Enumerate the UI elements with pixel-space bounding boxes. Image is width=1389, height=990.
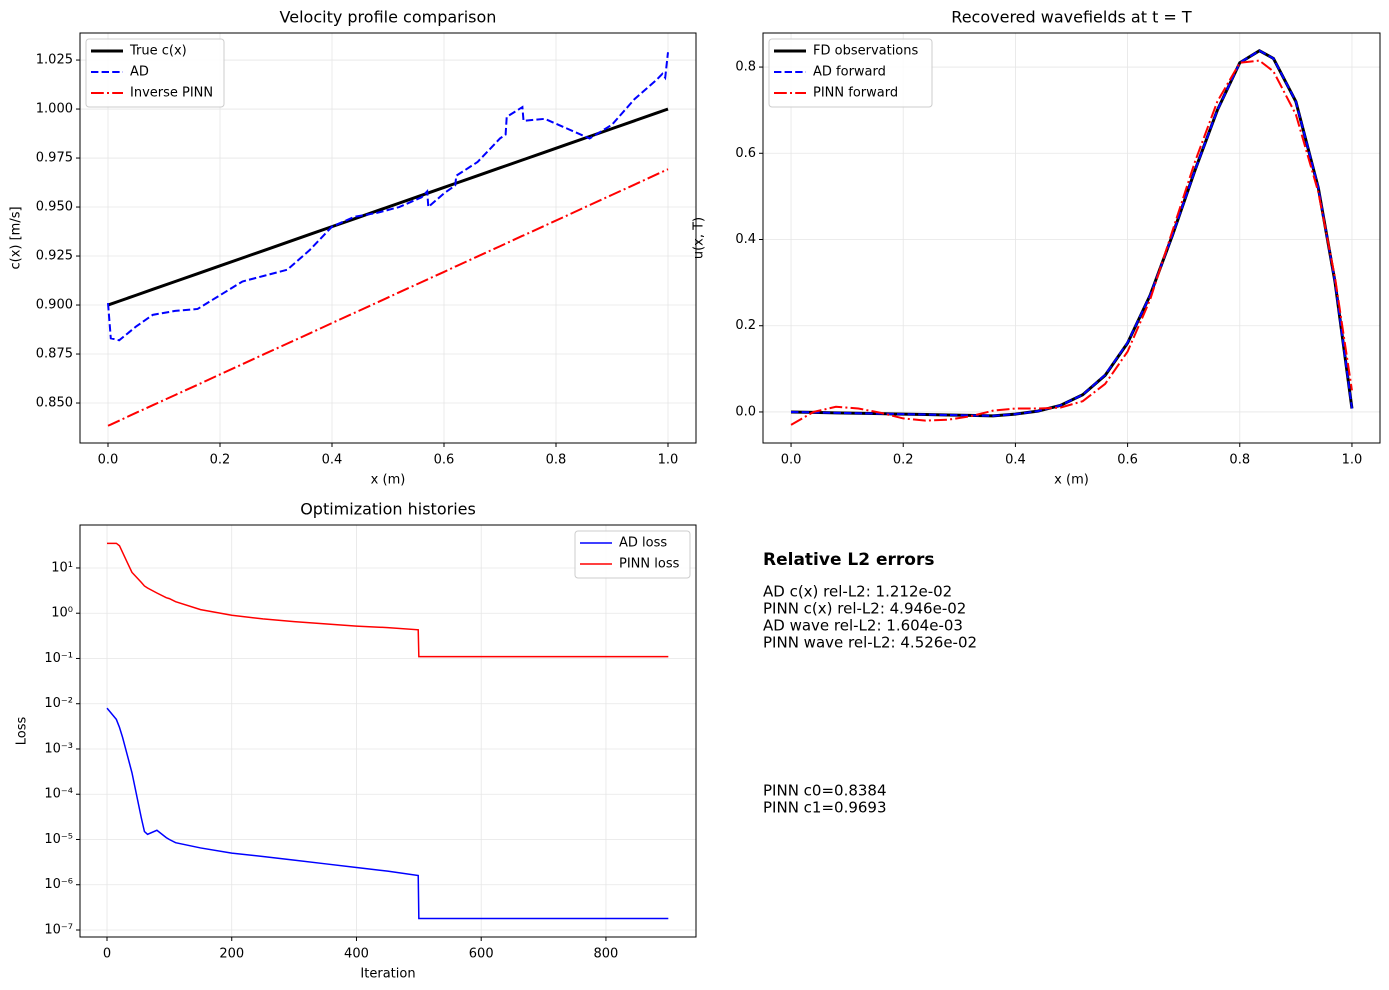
y-tick-label: 0.900 — [36, 298, 73, 313]
legend-label: AD loss — [619, 536, 667, 551]
note-line: PINN c1=0.9693 — [763, 799, 887, 817]
y-tick-label: 10¹ — [51, 560, 73, 575]
axes-frame — [79, 524, 697, 938]
y-tick-label: 10⁻⁶ — [44, 877, 73, 892]
error-line: AD wave rel-L2: 1.604e-03 — [763, 617, 963, 635]
x-tick-label: 1.0 — [1342, 453, 1363, 468]
y-tick-label: 10⁻³ — [44, 741, 73, 756]
x-tick-label: 400 — [344, 947, 369, 962]
series-line — [107, 107, 669, 307]
note-line: PINN c0=0.8384 — [763, 782, 887, 800]
x-tick-label: 0.0 — [781, 453, 802, 468]
legend-label: AD forward — [813, 65, 886, 80]
y-tick-label: 0.950 — [36, 200, 73, 215]
series-line — [790, 59, 1353, 426]
x-axis-label: x (m) — [1054, 473, 1089, 488]
y-tick-label: 1.000 — [36, 102, 73, 117]
legend-label: True c(x) — [129, 44, 187, 59]
y-tick-label: 0.0 — [735, 404, 756, 419]
y-tick-label: 0.2 — [735, 318, 756, 333]
axes-frame — [762, 32, 1381, 444]
y-tick-label: 0.875 — [36, 347, 73, 362]
y-axis-label: Loss — [15, 717, 30, 746]
legend-label: AD — [130, 65, 149, 80]
y-tick-label: 10⁰ — [51, 606, 73, 621]
chart-title: Optimization histories — [300, 500, 476, 519]
legend-label: PINN loss — [619, 557, 680, 572]
legend-box — [768, 38, 933, 108]
legend-box — [85, 38, 225, 108]
y-tick-label: 10⁻⁴ — [44, 787, 73, 802]
y-tick-label: 10⁻⁵ — [44, 832, 73, 847]
x-tick-label: 0.6 — [1117, 453, 1138, 468]
x-tick-label: 0.2 — [893, 453, 914, 468]
y-tick-label: 10⁻¹ — [44, 651, 73, 666]
x-tick-label: 0.2 — [210, 453, 231, 468]
x-tick-label: 0 — [103, 947, 111, 962]
x-tick-label: 0.0 — [98, 453, 119, 468]
x-axis-label: Iteration — [360, 967, 415, 982]
x-axis-label: x (m) — [371, 473, 406, 488]
series-line — [107, 52, 669, 342]
series-line — [106, 707, 669, 920]
error-line: PINN wave rel-L2: 4.526e-02 — [763, 634, 977, 652]
series-line — [107, 542, 669, 658]
y-tick-label: 1.025 — [36, 53, 73, 68]
x-tick-label: 0.4 — [1005, 453, 1026, 468]
legend-label: FD observations — [813, 44, 919, 59]
y-tick-label: 10⁻² — [44, 696, 73, 711]
y-tick-label: 0.850 — [36, 396, 73, 411]
y-tick-label: 0.925 — [36, 249, 73, 264]
y-tick-label: 10⁻⁷ — [44, 922, 73, 937]
x-tick-label: 0.8 — [1229, 453, 1250, 468]
chart-title: Recovered wavefields at t = T — [951, 8, 1192, 27]
y-tick-label: 0.8 — [735, 60, 756, 75]
x-tick-label: 800 — [594, 947, 619, 962]
x-tick-label: 600 — [469, 947, 494, 962]
panel-title: Relative L2 errors — [763, 550, 934, 570]
chart-title: Velocity profile comparison — [280, 8, 497, 27]
x-tick-label: 200 — [219, 947, 244, 962]
y-axis-label: u(x, T) — [692, 217, 707, 259]
legend-label: PINN forward — [813, 86, 898, 101]
x-tick-label: 0.8 — [546, 453, 567, 468]
y-tick-label: 0.4 — [735, 232, 756, 247]
legend-label: Inverse PINN — [130, 86, 213, 101]
error-line: PINN c(x) rel-L2: 4.946e-02 — [763, 600, 966, 618]
x-tick-label: 1.0 — [658, 453, 679, 468]
x-tick-label: 0.6 — [434, 453, 455, 468]
y-axis-label: c(x) [m/s] — [9, 206, 24, 269]
x-tick-label: 0.4 — [322, 453, 343, 468]
error-line: AD c(x) rel-L2: 1.212e-02 — [763, 583, 952, 601]
axes-frame — [79, 32, 697, 444]
y-tick-label: 0.975 — [36, 151, 73, 166]
y-tick-label: 0.6 — [735, 146, 756, 161]
